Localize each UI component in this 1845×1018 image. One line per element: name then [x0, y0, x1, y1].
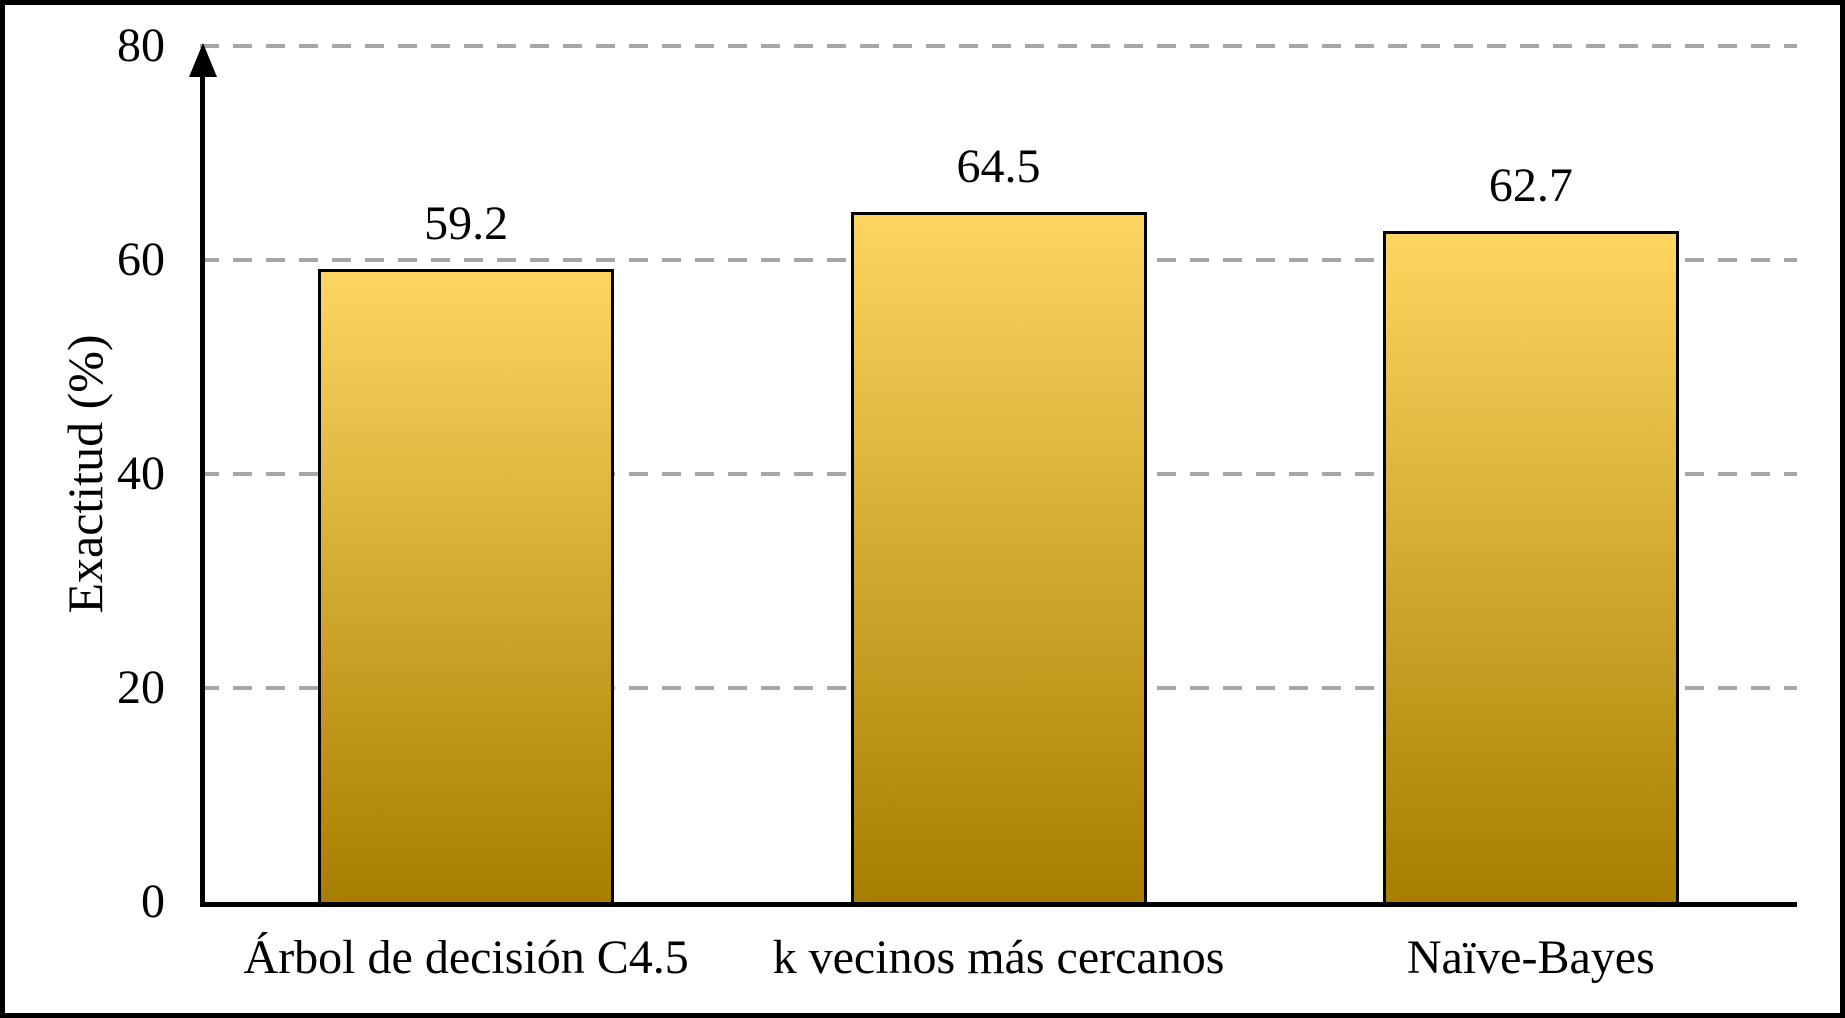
bar-value-label: 59.2	[424, 196, 509, 250]
y-axis-arrowhead-icon	[188, 43, 217, 77]
y-tick-label: 60	[117, 233, 165, 286]
y-tick-label: 40	[117, 447, 165, 500]
bar	[318, 268, 615, 905]
y-tick-label: 0	[141, 875, 165, 928]
x-category-label: Árbol de decisión C4.5	[243, 931, 689, 984]
gridline	[200, 44, 1797, 48]
x-category-label: Naïve-Bayes	[1406, 931, 1655, 984]
y-tick-label: 80	[117, 19, 165, 72]
bar-value-label: 62.7	[1488, 159, 1573, 213]
y-tick-label: 20	[117, 661, 165, 714]
x-axis-line	[200, 902, 1797, 907]
y-axis-line	[200, 65, 205, 907]
bar	[850, 211, 1147, 905]
bar-value-label: 64.5	[956, 139, 1041, 193]
bar	[1382, 231, 1679, 905]
x-category-label: k vecinos más cercanos	[772, 931, 1225, 984]
